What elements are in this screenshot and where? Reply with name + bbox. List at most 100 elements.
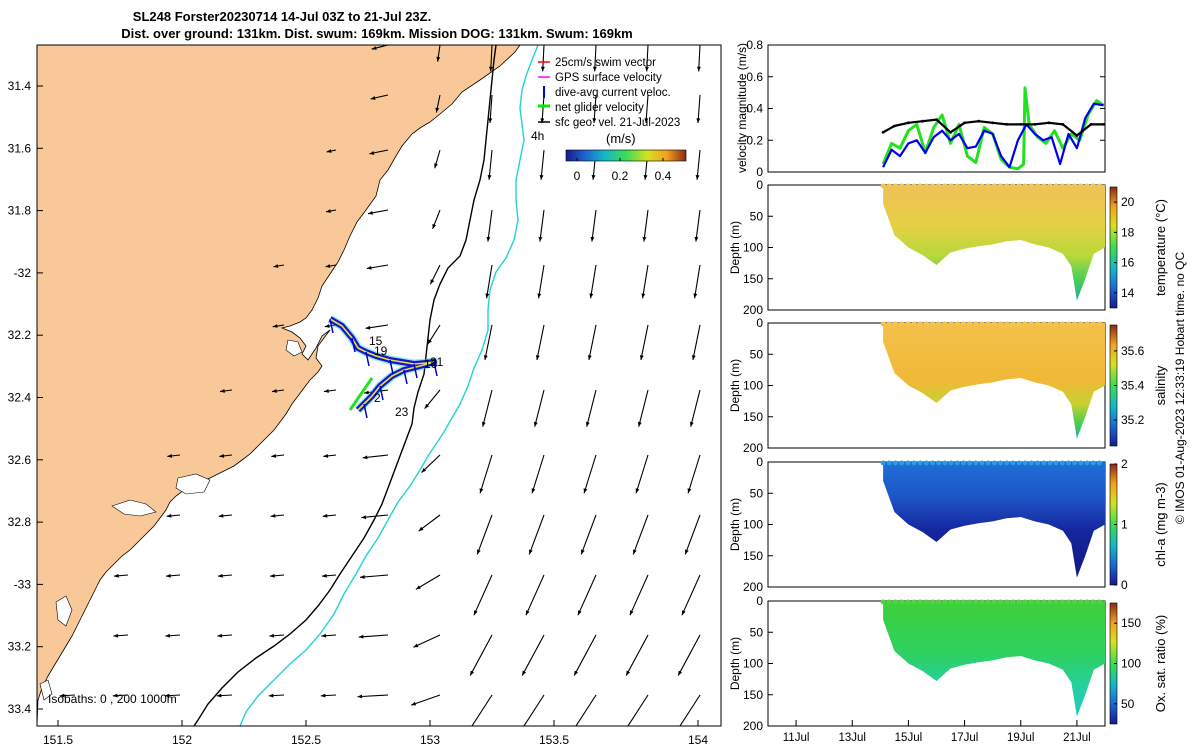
- geo-velocity-arrow: [217, 633, 233, 638]
- velocity-point: [949, 130, 952, 134]
- oxygen-surface-sample: [985, 599, 991, 605]
- salinity-surface-sample: [917, 321, 923, 327]
- geo-velocity-arrow: [370, 94, 389, 100]
- geo-velocity-arrow: [696, 45, 701, 72]
- temperature-surface-sample: [905, 183, 911, 189]
- chl-a-surface-sample: [1097, 460, 1102, 466]
- salinity-surface-sample: [954, 321, 960, 327]
- oxygen-colorbar-label: Ox. sat. ratio (%): [1153, 615, 1168, 713]
- geo-velocity-arrow: [641, 264, 649, 299]
- date-tick-label: 15Jul: [895, 732, 923, 744]
- chl-a-surface-sample: [1059, 460, 1065, 466]
- temperature-surface-sample: [1072, 183, 1078, 189]
- chl-a-surface-sample: [924, 460, 929, 466]
- temperature-surface-sample: [936, 183, 942, 189]
- velocity-point: [1102, 122, 1105, 126]
- geo-velocity-arrow: [539, 149, 545, 180]
- geo-velocity-arrow: [684, 514, 701, 555]
- colorbar-tick-label: 2: [1121, 457, 1128, 471]
- chl-a-surface-sample: [1004, 460, 1010, 466]
- salinity-surface-sample: [899, 321, 905, 327]
- salinity-surface-sample: [998, 321, 1003, 327]
- geo-velocity-arrow: [535, 324, 545, 361]
- lon-tick-label: 152: [172, 733, 192, 747]
- geo-velocity-arrow: [421, 454, 441, 473]
- geo-velocity-arrow: [523, 694, 545, 726]
- lat-tick-label: -32: [14, 266, 32, 280]
- oxygen-surface-sample: [880, 599, 886, 605]
- temperature-surface-sample: [924, 183, 929, 189]
- geo-velocity-arrow: [476, 514, 493, 555]
- legend-label-dive-avg: dive-avg current veloc.: [555, 87, 671, 99]
- lon-tick-label: 152.5: [291, 733, 321, 747]
- geo-velocity-arrow: [410, 694, 441, 706]
- date-tick-label: 19Jul: [1007, 732, 1035, 744]
- colorbar-tick-2: 0.4: [655, 169, 672, 183]
- chl-a-surface-sample: [985, 460, 991, 466]
- velocity-point: [963, 121, 966, 125]
- track-net-velocity: [348, 377, 374, 411]
- geo-velocity-arrow: [269, 633, 285, 638]
- oxygen-section-fill: [883, 601, 1105, 717]
- velocity-point: [892, 124, 896, 128]
- salinity-surface-sample: [979, 321, 985, 327]
- chl-a-surface-sample: [1066, 460, 1071, 466]
- track-current-tick: [389, 359, 394, 375]
- lon-tick-label: 154: [688, 733, 708, 747]
- chl-a-surface-sample: [936, 460, 942, 466]
- geo-velocity-arrow: [637, 389, 649, 427]
- geo-velocity-arrow: [59, 693, 76, 698]
- salinity-surface-sample: [1041, 321, 1047, 327]
- chl-a-surface-sample: [930, 460, 935, 466]
- oxygen-surface-sample: [905, 599, 911, 605]
- geo-velocity-arrow: [573, 634, 597, 676]
- geo-velocity-arrow: [575, 694, 597, 726]
- geo-velocity-arrow: [418, 514, 441, 532]
- chl-a-surface-sample: [973, 460, 979, 466]
- velocity-frame: [767, 44, 1106, 173]
- depth-tick-label: 0: [756, 455, 763, 469]
- figure-title-line2: Dist. over ground: 131km. Dist. swum: 16…: [121, 26, 633, 41]
- temperature-surface-sample: [1066, 183, 1071, 189]
- geo-velocity-arrow: [366, 264, 389, 270]
- colorbar-tick-label: 35.2: [1121, 413, 1145, 427]
- salinity-surface-sample: [1022, 321, 1028, 327]
- track-current-tick: [363, 403, 368, 419]
- salinity-surface-sample: [886, 321, 892, 327]
- colorbar-unit-label: (m/s): [606, 131, 636, 146]
- geo-velocity-arrow: [358, 634, 389, 639]
- geo-velocity-arrow: [357, 694, 389, 699]
- geo-velocity-arrow: [367, 209, 389, 215]
- lat-tick-label: 32.4: [8, 391, 32, 405]
- salinity-surface-sample: [924, 321, 929, 327]
- oxygen-surface-sample: [1072, 599, 1078, 605]
- geo-velocity-arrow: [432, 209, 441, 230]
- temperature-surface-sample: [954, 183, 960, 189]
- legend-item-net-glider: net glider velocity: [538, 102, 644, 114]
- temperature-surface-sample: [1090, 183, 1096, 189]
- salinity-surface-sample: [936, 321, 942, 327]
- track-day-label: 21: [430, 355, 444, 369]
- geo-velocity-arrow: [540, 45, 545, 72]
- velocity-y-ticks: 0 0.2 0.4 0.6 0.8: [746, 38, 1105, 179]
- map-frame: [36, 44, 722, 727]
- oxygen-surface-sample: [961, 599, 966, 605]
- velocity-line-dive-avg-current-veloc-: [882, 102, 1104, 169]
- geo-velocity-arrow: [369, 149, 389, 155]
- velocity-y-tick-label: 0.8: [746, 38, 763, 52]
- chl-a-surface-sample: [954, 460, 960, 466]
- map-latitude-ticks: 31.4 31.6 31.8 -32 32.2 32.4 32.6 32.8 -33 33.2 33…: [8, 79, 43, 716]
- geo-velocity-arrow: [644, 94, 649, 124]
- geo-velocity-arrow: [271, 453, 285, 458]
- oxygen-surface-sample: [917, 599, 923, 605]
- chl-a-surface-sample: [1053, 460, 1059, 466]
- salinity-surface-sample: [905, 321, 911, 327]
- salinity-surface-sample: [1035, 321, 1040, 327]
- lat-tick-label: 32.6: [8, 453, 32, 467]
- salinity-surface-sample: [992, 321, 997, 327]
- depth-tick-label: 100: [743, 518, 763, 532]
- lake-macquarie: [55, 595, 73, 627]
- salinity-surface-sample: [1059, 321, 1065, 327]
- geo-velocity-arrow: [270, 513, 285, 518]
